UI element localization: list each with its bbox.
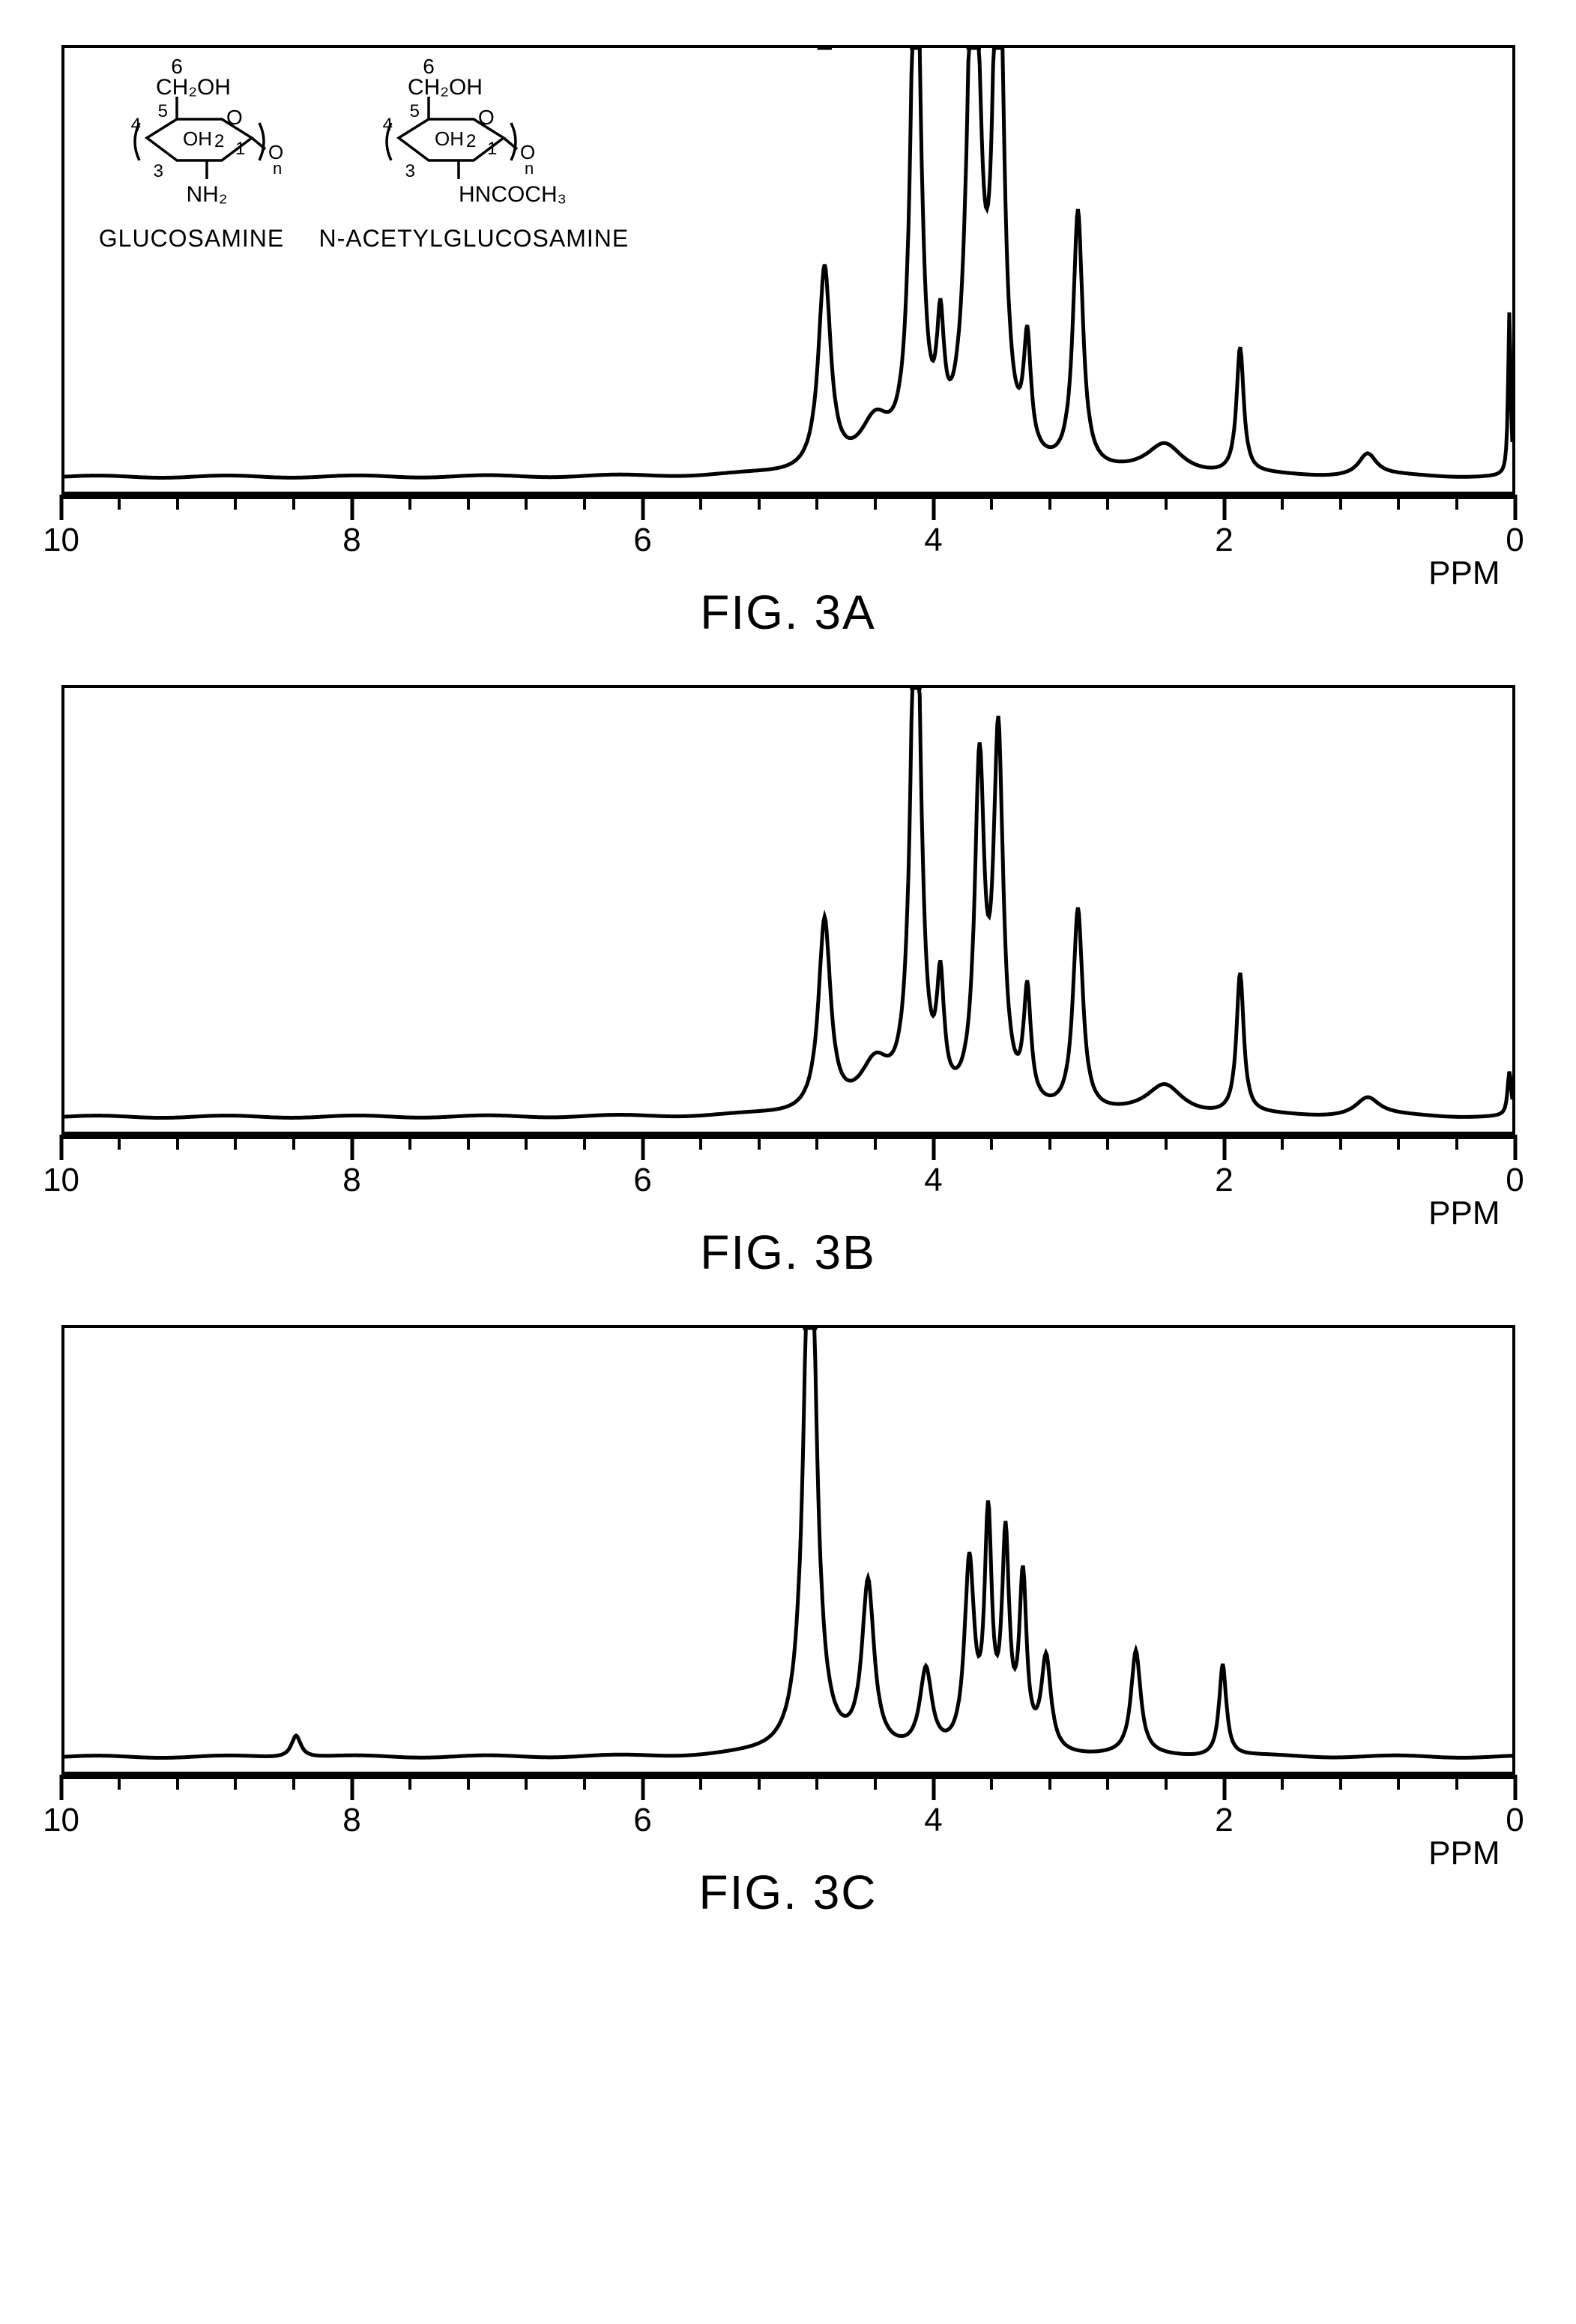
glucosamine-caption: GLUCOSAMINE: [99, 225, 284, 253]
chem-overlay: 6 CH₂OH 5 4 3 2 1 O OH O n NH₂ GLUCOSAMI…: [94, 55, 630, 253]
axis-tick-label: 8: [342, 1802, 360, 1839]
axis-tick-label: 6: [633, 1162, 651, 1199]
nacetyl-svg: 6 CH₂OH 5 4 3 2 1 O OH O n HNCOCH₃: [346, 55, 601, 220]
glucosamine-poly-n: n: [273, 159, 282, 178]
glucosamine-structure: 6 CH₂OH 5 4 3 2 1 O OH O n NH₂ GLUCOSAMI…: [94, 55, 289, 253]
axis-tick-label: 0: [1506, 522, 1524, 559]
axis-tick-label: 0: [1506, 1162, 1524, 1199]
nacetyl-structure: 6 CH₂OH 5 4 3 2 1 O OH O n HNCOCH₃ N-ACE…: [319, 55, 630, 253]
nacetyl-ring-o: O: [478, 106, 495, 129]
fig-3c-ppm-label: PPM: [1428, 1835, 1500, 1872]
nacetyl-poly-n: n: [525, 159, 534, 178]
fig-3b-caption: FIG. 3B: [61, 1225, 1515, 1280]
glucosamine-oh: OH: [183, 127, 212, 150]
axis-tick-label: 2: [1215, 1802, 1233, 1839]
fig-3c-axis: PPM 1086420: [61, 1775, 1515, 1827]
axis-tick-label: 0: [1506, 1802, 1524, 1839]
fig-3c-caption: FIG. 3C: [61, 1865, 1515, 1920]
fig-3a-ppm-label: PPM: [1428, 555, 1500, 592]
axis-tick-label: 10: [43, 1162, 79, 1199]
nacetyl-c2: 2: [466, 131, 476, 151]
fig-3a-frame: 6 CH₂OH 5 4 3 2 1 O OH O n NH₂ GLUCOSAMI…: [61, 45, 1515, 495]
axis-tick-label: 10: [43, 1802, 79, 1839]
glucosamine-svg: 6 CH₂OH 5 4 3 2 1 O OH O n NH₂: [94, 55, 289, 220]
fig-3c-frame: [61, 1325, 1515, 1775]
nacetyl-ch2oh: CH₂OH: [408, 75, 483, 100]
fig-3a-block: 6 CH₂OH 5 4 3 2 1 O OH O n NH₂ GLUCOSAMI…: [61, 45, 1515, 640]
nacetyl-c5: 5: [410, 101, 420, 121]
axis-tick-label: 2: [1215, 1162, 1233, 1199]
fig-3b-block: PPM 1086420 FIG. 3B: [61, 685, 1515, 1280]
axis-tick-label: 8: [342, 522, 360, 559]
glucosamine-ring-o: O: [226, 106, 243, 129]
fig-3b-frame: [61, 685, 1515, 1135]
glucosamine-c3: 3: [153, 161, 163, 181]
fig-3b-axis: PPM 1086420: [61, 1135, 1515, 1187]
fig-3a-axis: PPM 1086420: [61, 495, 1515, 547]
nacetyl-substituent: HNCOCH₃: [459, 182, 567, 207]
nacetyl-oh: OH: [435, 127, 464, 150]
fig-3a-caption: FIG. 3A: [61, 585, 1515, 640]
fig-3b-spectrum: [64, 688, 1512, 1132]
nacetyl-caption: N-ACETYLGLUCOSAMINE: [319, 225, 630, 253]
axis-tick-label: 4: [924, 522, 942, 559]
glucosamine-c2: 2: [214, 131, 224, 151]
glucosamine-ch2oh: CH₂OH: [156, 75, 231, 100]
glucosamine-nh2: NH₂: [186, 182, 227, 207]
nacetyl-c4: 4: [383, 115, 393, 135]
axis-tick-label: 4: [924, 1802, 942, 1839]
glucosamine-c5: 5: [157, 101, 167, 121]
nacetyl-c3: 3: [405, 161, 415, 181]
fig-3b-ppm-label: PPM: [1428, 1195, 1500, 1232]
fig-3c-spectrum: [64, 1328, 1512, 1772]
axis-tick-label: 6: [633, 1802, 651, 1839]
axis-tick-label: 8: [342, 1162, 360, 1199]
axis-tick-label: 2: [1215, 522, 1233, 559]
axis-tick-label: 4: [924, 1162, 942, 1199]
glucosamine-c1: 1: [235, 139, 245, 159]
page: 6 CH₂OH 5 4 3 2 1 O OH O n NH₂ GLUCOSAMI…: [61, 45, 1515, 1920]
axis-tick-label: 10: [43, 522, 79, 559]
nacetyl-c1: 1: [487, 139, 497, 159]
fig-3c-block: PPM 1086420 FIG. 3C: [61, 1325, 1515, 1920]
axis-tick-label: 6: [633, 522, 651, 559]
glucosamine-c4: 4: [130, 115, 140, 135]
